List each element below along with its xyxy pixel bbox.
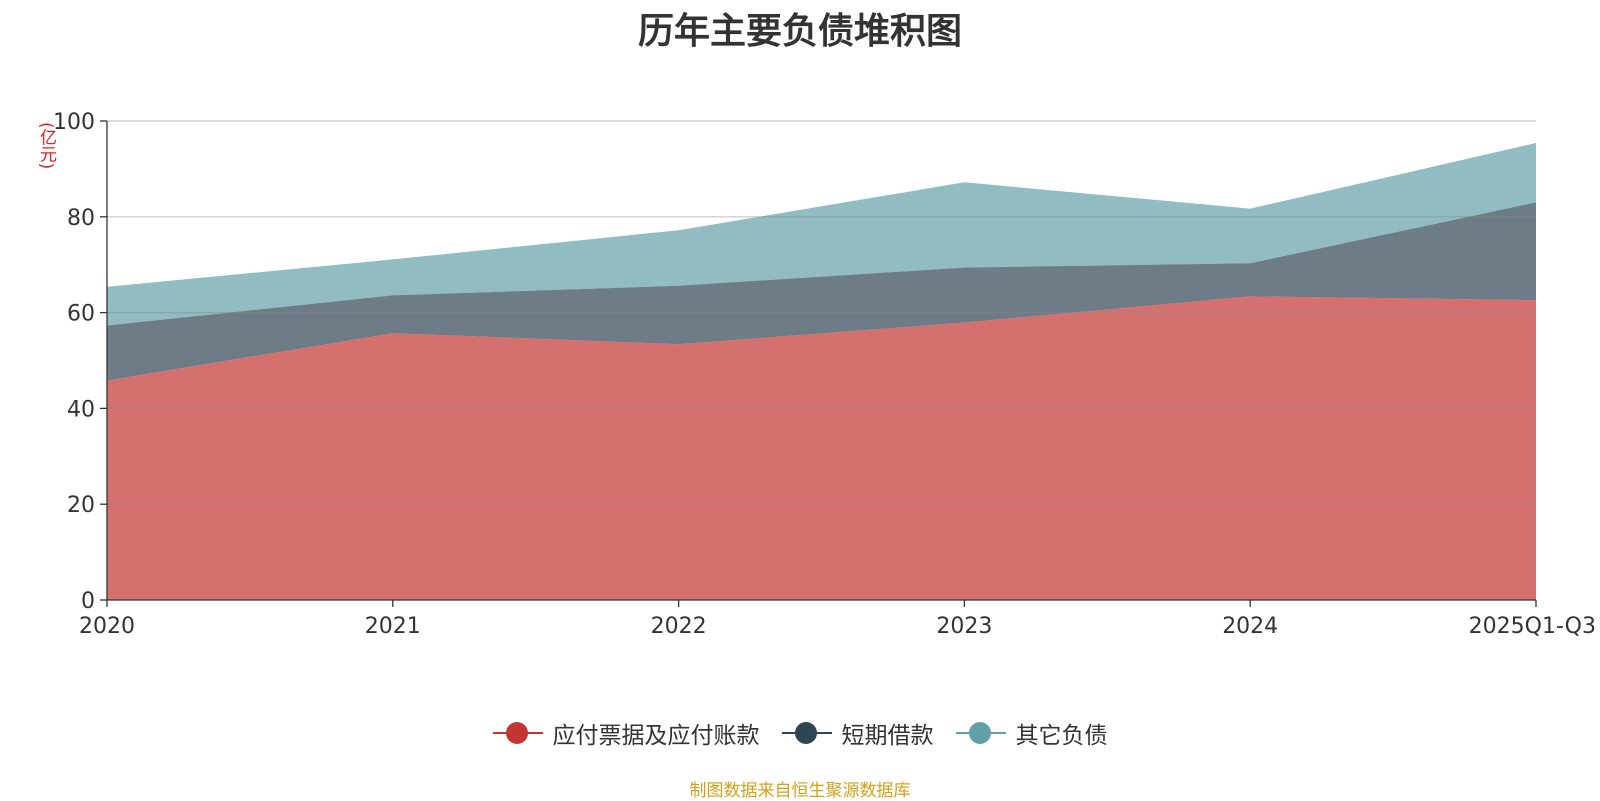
point-payables-2[interactable] (676, 341, 682, 347)
legend-label-short-term-loans: 短期借款 (841, 723, 934, 749)
y-tick-label-60: 60 (67, 302, 95, 327)
area-chart: 0 20 40 60 80 100 2020 2021 2022 2023 2024 2025Q1-… (53, 110, 1596, 639)
y-tick-label-0: 0 (81, 589, 95, 614)
legend-item-other-liabilities[interactable]: 其它负债 (955, 716, 1108, 750)
area-other-liabilities[interactable] (107, 143, 1536, 326)
x-tick-label-2: 2022 (651, 614, 707, 639)
x-tick-label-3: 2023 (936, 614, 992, 639)
legend-label-payables: 应付票据及应付账款 (552, 723, 760, 749)
legend-item-short-term-loans[interactable]: 短期借款 (781, 716, 934, 750)
y-tick-label-20: 20 (67, 493, 95, 518)
y-tick-label-40: 40 (67, 397, 95, 422)
point-short-term-loans-4[interactable] (1247, 260, 1253, 266)
point-short-term-loans-5[interactable] (1533, 199, 1539, 205)
data-source-note: 制图数据来自恒生聚源数据库 (689, 781, 911, 801)
point-other-liabilities-2[interactable] (676, 227, 682, 233)
point-payables-3[interactable] (961, 320, 967, 326)
series-areas (107, 140, 1539, 600)
y-tick-label-100: 100 (53, 110, 95, 135)
chart-title: 历年主要负债堆积图 (637, 11, 962, 52)
x-tick-label-5: 2025Q1-Q3 (1469, 614, 1596, 639)
legend-marker-other-liabilities (955, 722, 1006, 744)
legend-marker-payables (492, 722, 543, 744)
point-payables-1[interactable] (390, 330, 396, 336)
x-tick-label-1: 2021 (365, 614, 421, 639)
point-other-liabilities-5[interactable] (1533, 140, 1539, 146)
legend: 应付票据及应付账款 短期借款 其它负债 (0, 716, 1600, 750)
y-tick-labels: 0 20 40 60 80 100 (53, 110, 95, 614)
grid-lines (107, 120, 1536, 505)
legend-label-other-liabilities: 其它负债 (1015, 723, 1108, 749)
axes (100, 120, 1537, 607)
area-short-term-loans[interactable] (107, 202, 1536, 381)
y-tick-label-80: 80 (67, 206, 95, 231)
x-tick-label-0: 2020 (79, 614, 135, 639)
point-payables-5[interactable] (1533, 297, 1539, 303)
area-payables[interactable] (107, 296, 1536, 600)
point-short-term-loans-1[interactable] (390, 292, 396, 298)
x-tick-labels: 2020 2021 2022 2023 2024 2025Q1-Q3 (79, 614, 1596, 639)
point-other-liabilities-3[interactable] (961, 179, 967, 185)
y-axis-unit-label: (亿元) (36, 122, 56, 170)
point-other-liabilities-4[interactable] (1247, 206, 1253, 212)
x-tick-label-4: 2024 (1222, 614, 1278, 639)
point-payables-4[interactable] (1247, 293, 1253, 299)
legend-marker-short-term-loans (781, 722, 832, 744)
point-short-term-loans-3[interactable] (961, 265, 967, 271)
legend-item-payables[interactable]: 应付票据及应付账款 (492, 716, 760, 750)
point-other-liabilities-1[interactable] (390, 256, 396, 262)
point-short-term-loans-2[interactable] (676, 283, 682, 289)
